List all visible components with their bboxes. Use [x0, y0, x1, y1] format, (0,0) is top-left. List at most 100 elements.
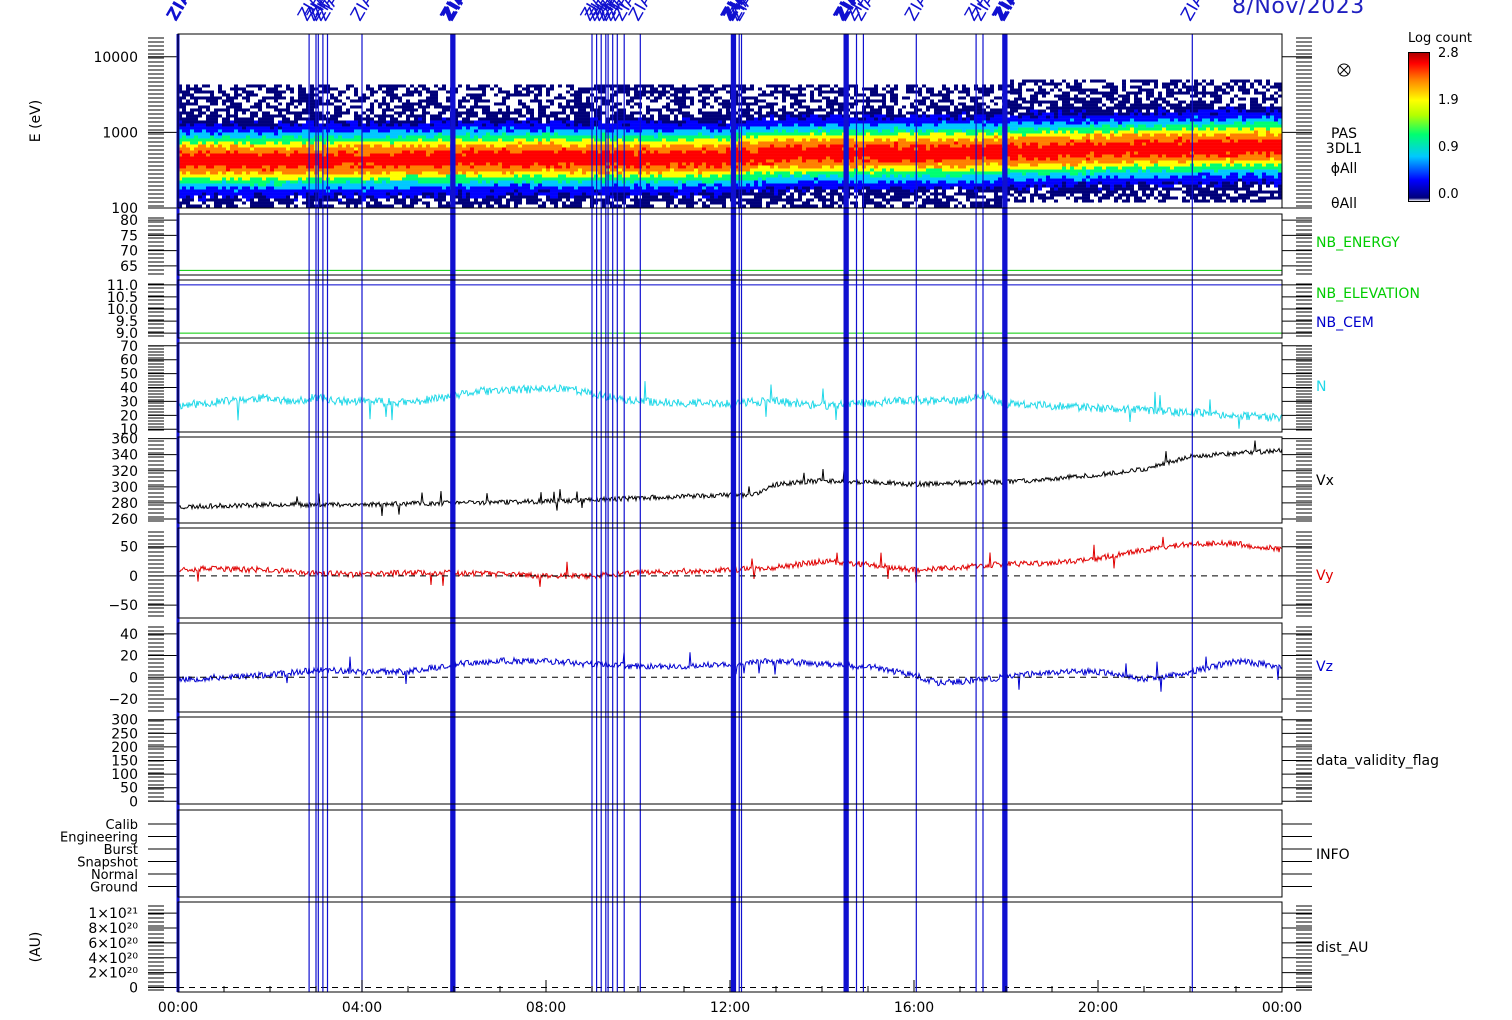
- spectrogram-cell: [230, 189, 234, 193]
- spectrogram-cell: [722, 141, 726, 145]
- spectrogram-cell: [658, 156, 662, 160]
- spectrogram-cell: [494, 147, 498, 151]
- spectrogram-cell: [530, 141, 534, 145]
- spectrogram-cell: [250, 84, 254, 88]
- spectrogram-cell: [482, 177, 486, 181]
- spectrogram-cell: [562, 108, 566, 112]
- spectrogram-cell: [334, 105, 338, 109]
- spectrogram-cell: [446, 132, 450, 136]
- spectrogram-cell: [442, 138, 446, 142]
- spectrogram-cell: [706, 162, 710, 166]
- spectrogram-cell: [358, 198, 362, 202]
- spectrogram-cell: [282, 135, 286, 139]
- spectrogram-cell: [418, 126, 422, 130]
- spectrogram-cell: [378, 123, 382, 127]
- spectrogram-cell: [190, 186, 194, 190]
- spectrogram-cell: [302, 201, 306, 205]
- spectrogram-cell: [714, 96, 718, 100]
- spectrogram-cell: [630, 105, 634, 109]
- spectrogram-cell: [426, 123, 430, 127]
- spectrogram-cell: [358, 129, 362, 133]
- spectrogram-cell: [618, 186, 622, 190]
- spectrogram-cell: [426, 174, 430, 178]
- spectrogram-cell: [538, 141, 542, 145]
- spectrogram-cell: [190, 117, 194, 121]
- spectrogram-cell: [422, 192, 426, 196]
- spectrogram-cell: [338, 153, 342, 157]
- spectrogram-cell: [366, 150, 370, 154]
- spectrogram-cell: [498, 177, 502, 181]
- spectrogram-cell: [650, 93, 654, 97]
- spectrogram-cell: [626, 102, 630, 106]
- spectrogram-cell: [438, 144, 442, 148]
- spectrogram-cell: [658, 147, 662, 151]
- spectrogram-cell: [214, 198, 218, 202]
- spectrogram-cell: [654, 96, 658, 100]
- spectrogram-cell: [634, 153, 638, 157]
- spectrogram-cell: [378, 171, 382, 175]
- spectrogram-cell: [214, 204, 218, 208]
- spectrogram-cell: [698, 111, 702, 115]
- spectrogram-cell: [406, 204, 410, 208]
- spectrogram-cell: [354, 120, 358, 124]
- spectrogram-cell: [598, 135, 602, 139]
- spectrogram-cell: [254, 123, 258, 127]
- spectrogram-cell: [658, 138, 662, 142]
- spectrogram-cell: [294, 114, 298, 118]
- spectrogram-cell: [358, 195, 362, 199]
- spectrogram-cell: [402, 93, 406, 97]
- spectrogram-cell: [206, 153, 210, 157]
- spectrogram-cell: [510, 180, 514, 184]
- spectrogram-cell: [430, 135, 434, 139]
- spectrogram-cell: [374, 147, 378, 151]
- spectrogram-cell: [306, 201, 310, 205]
- spectrogram-cell: [178, 87, 182, 91]
- spectrogram-cell: [598, 120, 602, 124]
- spectrogram-cell: [530, 126, 534, 130]
- spectrogram-cell: [518, 198, 522, 202]
- spectrogram-cell: [270, 165, 274, 169]
- spectrogram-cell: [558, 126, 562, 130]
- spectrogram-cell: [514, 138, 518, 142]
- spectrogram-cell: [390, 108, 394, 112]
- spectrogram-cell: [502, 204, 506, 208]
- spectrogram-cell: [598, 132, 602, 136]
- spectrogram-cell: [334, 96, 338, 100]
- spectrogram-cell: [306, 102, 310, 106]
- spectrogram-cell: [538, 165, 542, 169]
- spectrogram-cell: [502, 114, 506, 118]
- spectrogram-cell: [482, 132, 486, 136]
- spectrogram-cell: [438, 198, 442, 202]
- spectrogram-cell: [402, 102, 406, 106]
- spectrogram-cell: [406, 132, 410, 136]
- spectrogram-cell: [646, 183, 650, 187]
- spectrogram-cell: [530, 177, 534, 181]
- spectrogram-cell: [406, 138, 410, 142]
- spectrogram-cell: [370, 102, 374, 106]
- spectrogram-cell: [686, 153, 690, 157]
- spectrogram-cell: [714, 144, 718, 148]
- spectrogram-cell: [282, 198, 286, 202]
- spectrogram-cell: [674, 180, 678, 184]
- spectrogram-cell: [490, 135, 494, 139]
- spectrogram-cell: [390, 153, 394, 157]
- spectrogram-cell: [694, 183, 698, 187]
- spectrogram-cell: [554, 174, 558, 178]
- spectrogram-cell: [518, 201, 522, 205]
- spectrogram-cell: [230, 204, 234, 208]
- spectrogram-cell: [278, 84, 282, 88]
- spectrogram-cell: [454, 165, 458, 169]
- spectrogram-cell: [706, 114, 710, 118]
- spectrogram-cell: [306, 204, 310, 208]
- spectrogram-cell: [662, 162, 666, 166]
- spectrogram-cell: [230, 156, 234, 160]
- spectrogram-cell: [726, 162, 730, 166]
- spectrogram-cell: [370, 177, 374, 181]
- spectrogram-cell: [498, 168, 502, 172]
- spectrogram-cell: [642, 186, 646, 190]
- spectrogram-cell: [322, 189, 326, 193]
- spectrogram-cell: [266, 141, 270, 145]
- spectrogram-cell: [246, 195, 250, 199]
- spectrogram-cell: [430, 180, 434, 184]
- spectrogram-cell: [218, 186, 222, 190]
